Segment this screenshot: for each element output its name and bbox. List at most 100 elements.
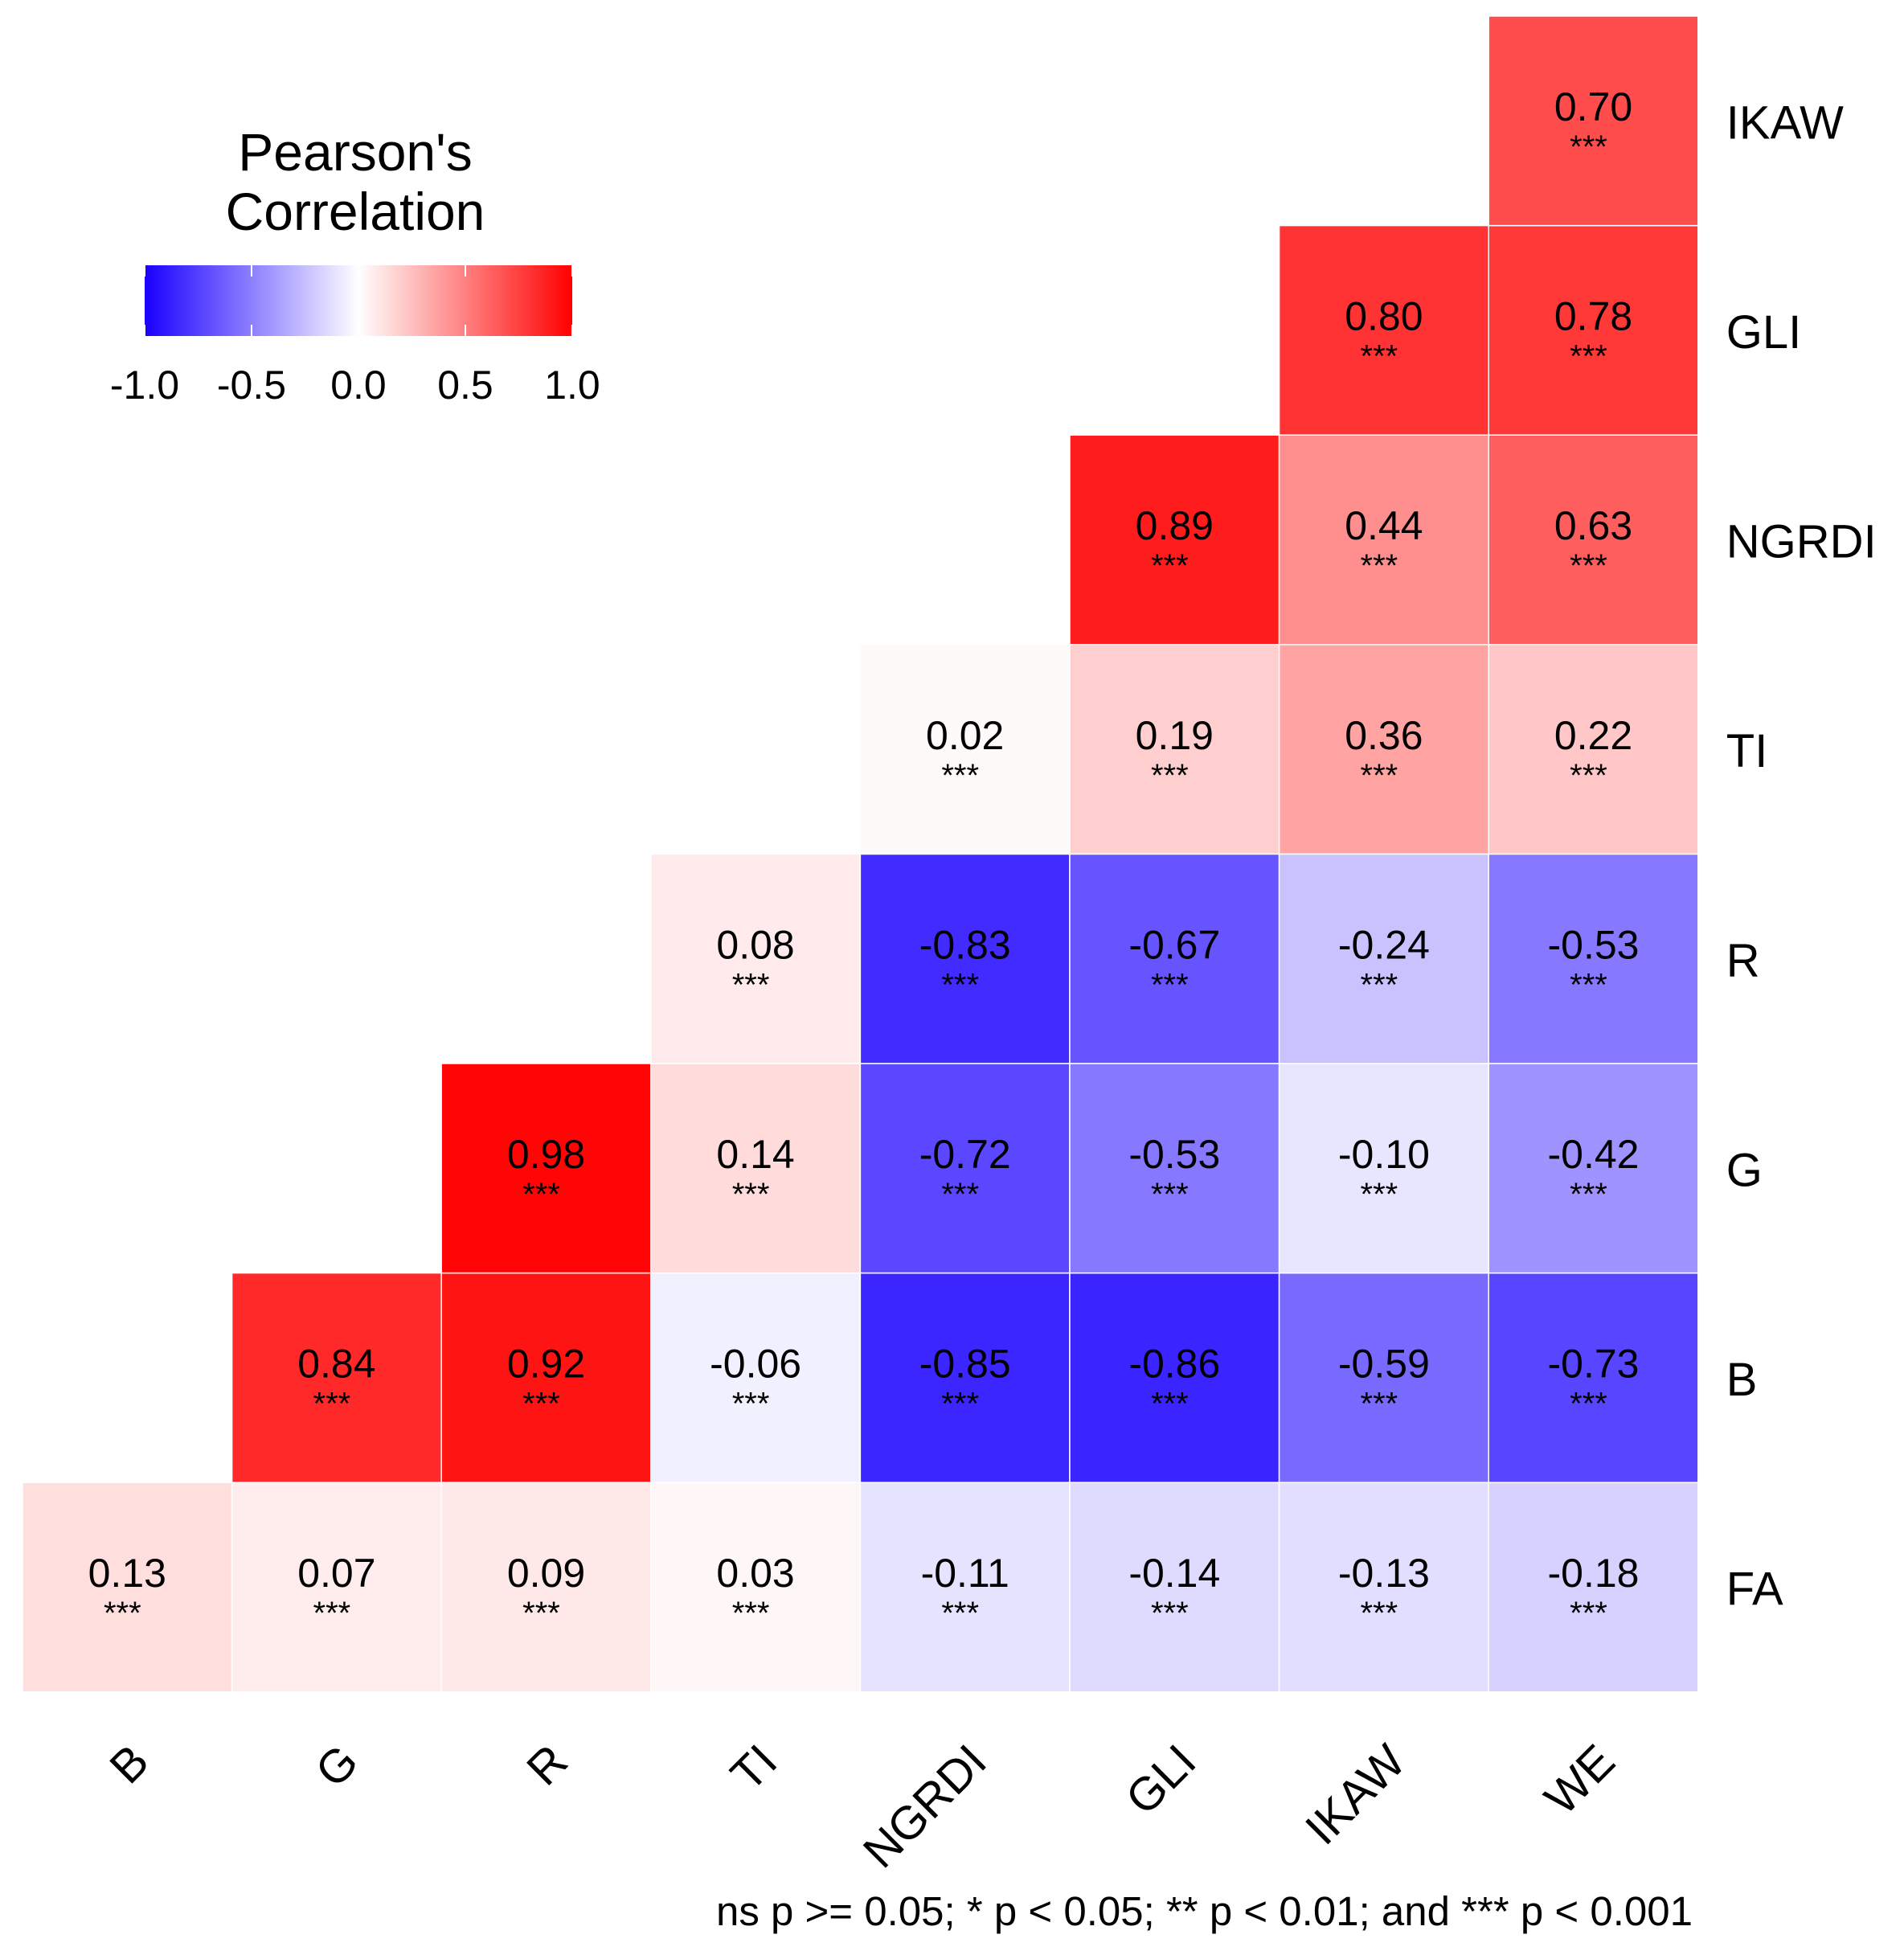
- cell-value-label: 0.78: [1554, 294, 1632, 339]
- cell-significance-label: ***: [313, 1596, 351, 1631]
- x-axis-label-r: R: [517, 1735, 578, 1796]
- heatmap-cell-we-ngrdi: 0.63***: [1488, 434, 1699, 646]
- legend-title-line-2: Correlation: [226, 182, 485, 241]
- y-axis-label-fa: FA: [1726, 1564, 1783, 1616]
- heatmap-cell-gli-ngrdi: 0.89***: [1069, 434, 1280, 646]
- cell-value-label: 0.70: [1554, 84, 1632, 129]
- heatmap-cells: 0.13***0.07***0.09***0.03***-0.11***-0.1…: [22, 15, 1699, 1693]
- cell-value-label: -0.85: [919, 1342, 1011, 1387]
- y-axis-label-ngrdi: NGRDI: [1726, 516, 1877, 568]
- heatmap-cell-ngrdi-ti: 0.02***: [859, 644, 1071, 855]
- cell-significance-label: ***: [941, 967, 979, 1002]
- cell-value-label: -0.83: [919, 922, 1011, 967]
- heatmap-cell-we-g: -0.42***: [1488, 1063, 1699, 1274]
- cell-value-label: -0.72: [919, 1132, 1011, 1177]
- cell-rect: [1278, 224, 1489, 436]
- cell-rect: [231, 1272, 442, 1483]
- cell-significance-label: ***: [941, 1177, 979, 1212]
- cell-value-label: 0.63: [1554, 503, 1632, 548]
- cell-significance-label: ***: [522, 1387, 560, 1422]
- heatmap-cell-r-fa: 0.09***: [440, 1482, 652, 1693]
- y-axis-label-ti: TI: [1726, 725, 1768, 777]
- cell-significance-label: ***: [941, 1596, 979, 1631]
- cell-rect: [650, 1482, 862, 1693]
- heatmap-cell-gli-fa: -0.14***: [1069, 1482, 1280, 1693]
- y-axis-label-r: R: [1726, 935, 1760, 987]
- cell-rect: [1278, 1482, 1489, 1693]
- cell-value-label: 0.80: [1345, 294, 1423, 339]
- cell-significance-label: ***: [941, 758, 979, 793]
- heatmap-cell-ngrdi-g: -0.72***: [859, 1063, 1071, 1274]
- cell-value-label: 0.98: [507, 1132, 585, 1177]
- legend-tick-label: 1.0: [544, 363, 600, 408]
- cell-rect: [1278, 1063, 1489, 1274]
- legend-tick-label: 0.5: [437, 363, 493, 408]
- y-axis-label-gli: GLI: [1726, 306, 1802, 359]
- heatmap-cell-we-r: -0.53***: [1488, 853, 1699, 1064]
- legend-title-line-1: Pearson's: [238, 122, 472, 182]
- cell-significance-label: ***: [732, 1387, 770, 1422]
- heatmap-cell-ti-g: 0.14***: [650, 1063, 862, 1274]
- x-axis-label-ikaw: IKAW: [1296, 1735, 1415, 1855]
- cell-significance-label: ***: [313, 1387, 351, 1422]
- legend-colorbar: [145, 265, 572, 336]
- cell-value-label: -0.73: [1548, 1342, 1640, 1387]
- x-axis-label-b: B: [100, 1735, 158, 1793]
- cell-significance-label: ***: [1570, 548, 1607, 584]
- heatmap-cell-ti-b: -0.06***: [650, 1272, 862, 1483]
- x-axis-label-gli: GLI: [1116, 1735, 1206, 1825]
- cell-rect: [1488, 1063, 1699, 1274]
- cell-value-label: -0.67: [1128, 922, 1220, 967]
- cell-value-label: 0.02: [926, 713, 1004, 758]
- cell-value-label: 0.84: [297, 1342, 375, 1387]
- cell-rect: [859, 853, 1071, 1064]
- heatmap-cell-r-b: 0.92***: [440, 1272, 652, 1483]
- heatmap-cell-ikaw-b: -0.59***: [1278, 1272, 1489, 1483]
- heatmap-cell-ikaw-g: -0.10***: [1278, 1063, 1489, 1274]
- heatmap-cell-g-fa: 0.07***: [231, 1482, 442, 1693]
- cell-value-label: 0.03: [716, 1551, 794, 1596]
- cell-rect: [1488, 15, 1699, 227]
- cell-value-label: 0.92: [507, 1342, 585, 1387]
- cell-value-label: -0.59: [1338, 1342, 1430, 1387]
- legend-ticks: -1.0 -0.5 0.0 0.5 1.0: [110, 265, 600, 408]
- cell-value-label: -0.11: [921, 1551, 1009, 1596]
- cell-value-label: -0.06: [710, 1342, 801, 1387]
- cell-significance-label: ***: [1361, 1387, 1398, 1422]
- heatmap-cell-ikaw-ti: 0.36***: [1278, 644, 1489, 855]
- cell-value-label: -0.10: [1338, 1132, 1430, 1177]
- cell-rect: [22, 1482, 233, 1693]
- cell-rect: [1488, 1482, 1699, 1693]
- heatmap-cell-gli-b: -0.86***: [1069, 1272, 1280, 1483]
- cell-significance-label: ***: [1151, 1177, 1189, 1212]
- cell-value-label: -0.86: [1128, 1342, 1220, 1387]
- heatmap-cell-ikaw-ngrdi: 0.44***: [1278, 434, 1489, 646]
- heatmap-cell-ikaw-fa: -0.13***: [1278, 1482, 1489, 1693]
- heatmap-cell-gli-r: -0.67***: [1069, 853, 1280, 1064]
- heatmap-cell-we-ti: 0.22***: [1488, 644, 1699, 855]
- cell-significance-label: ***: [104, 1596, 141, 1631]
- heatmap-cell-we-b: -0.73***: [1488, 1272, 1699, 1483]
- cell-significance-label: ***: [1361, 548, 1398, 584]
- cell-rect: [1278, 434, 1489, 646]
- cell-rect: [1069, 1272, 1280, 1483]
- significance-footnote: ns p >= 0.05; * p < 0.05; ** p < 0.01; a…: [715, 1888, 1693, 1934]
- cell-rect: [1488, 853, 1699, 1064]
- x-axis-label-g: G: [305, 1735, 368, 1797]
- cell-rect: [1069, 1063, 1280, 1274]
- cell-significance-label: ***: [1151, 758, 1189, 793]
- heatmap-cell-b-fa: 0.13***: [22, 1482, 233, 1693]
- y-axis-label-g: G: [1726, 1144, 1763, 1196]
- cell-rect: [440, 1272, 652, 1483]
- cell-significance-label: ***: [1570, 1387, 1607, 1422]
- cell-significance-label: ***: [1570, 1596, 1607, 1631]
- cell-significance-label: ***: [1570, 129, 1607, 165]
- x-axis-labels: B G R TI NGRDI GLI IKAW WE: [100, 1735, 1625, 1878]
- x-axis-label-ti: TI: [721, 1735, 787, 1801]
- heatmap-cell-we-gli: 0.78***: [1488, 224, 1699, 436]
- heatmap-cell-g-b: 0.84***: [231, 1272, 442, 1483]
- cell-value-label: -0.18: [1548, 1551, 1640, 1596]
- heatmap-cell-ikaw-r: -0.24***: [1278, 853, 1489, 1064]
- cell-value-label: 0.14: [716, 1132, 794, 1177]
